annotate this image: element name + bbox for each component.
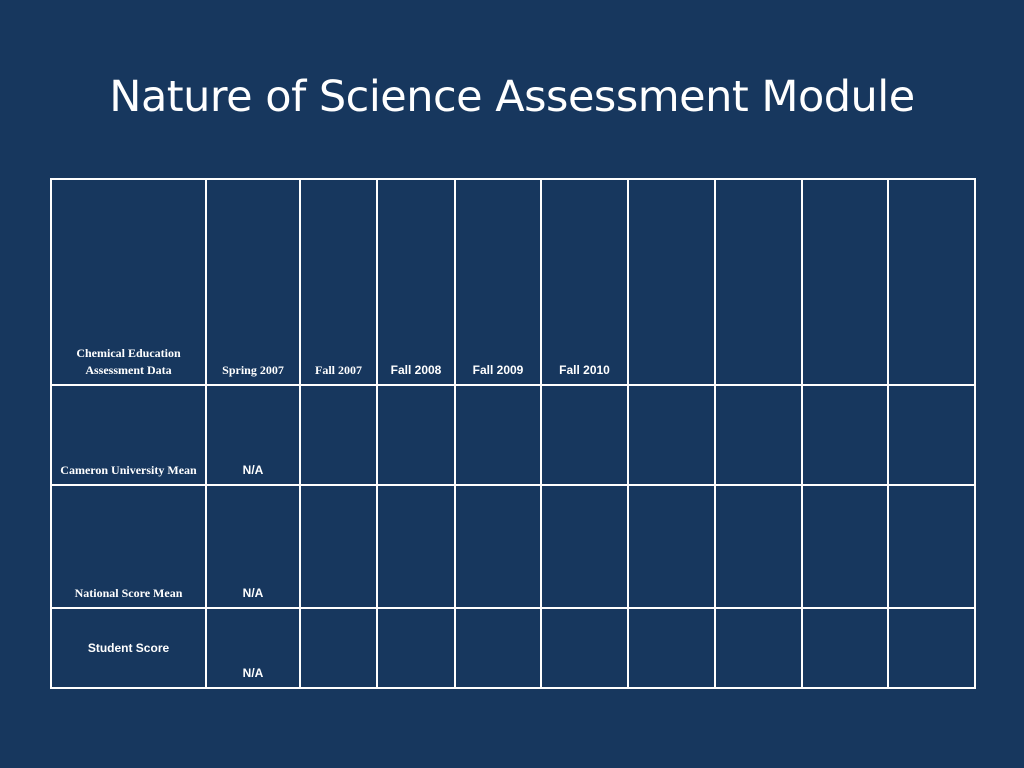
table-cell: [714, 607, 803, 689]
header-cell-empty: [801, 178, 889, 386]
table-cell: [887, 607, 976, 689]
header-cell-empty: [887, 178, 976, 386]
table-cell: [801, 484, 889, 609]
table-cell: [376, 484, 456, 609]
table-cell: [454, 484, 542, 609]
table-cell: [454, 607, 542, 689]
table-cell: [801, 607, 889, 689]
assessment-data-table: Chemical Education Assessment Data Sprin…: [50, 178, 976, 689]
table-row-national-mean: National Score Mean N/A: [50, 484, 976, 609]
table-cell: [627, 384, 716, 486]
table-cell: [540, 484, 629, 609]
table-row-student-score: Student Score N/A: [50, 607, 976, 689]
slide-title: Nature of Science Assessment Module: [109, 72, 915, 122]
table-cell: [376, 607, 456, 689]
row-label-cell: National Score Mean: [50, 484, 207, 609]
table-header-row: Chemical Education Assessment Data Sprin…: [50, 178, 976, 386]
table-cell: N/A: [205, 484, 301, 609]
table-cell: N/A: [205, 384, 301, 486]
table-cell: [454, 384, 542, 486]
table-cell: [376, 384, 456, 486]
header-cell-fall-2009: Fall 2009: [454, 178, 542, 386]
table-cell: [801, 384, 889, 486]
table-cell: [299, 384, 378, 486]
table-cell: [540, 607, 629, 689]
row-label-cell: Student Score: [50, 607, 207, 689]
table-cell: [714, 484, 803, 609]
table-cell: [627, 607, 716, 689]
header-cell-fall-2010: Fall 2010: [540, 178, 629, 386]
header-cell-empty: [714, 178, 803, 386]
table-cell: [887, 384, 976, 486]
header-cell-spring-2007: Spring 2007: [205, 178, 301, 386]
table-cell: N/A: [205, 607, 301, 689]
header-cell-fall-2008: Fall 2008: [376, 178, 456, 386]
row-label-cell: Cameron University Mean: [50, 384, 207, 486]
header-cell-fall-2007: Fall 2007: [299, 178, 378, 386]
table-cell: [299, 484, 378, 609]
table-cell: [299, 607, 378, 689]
table-cell: [627, 484, 716, 609]
header-cell-empty: [627, 178, 716, 386]
table-cell: [714, 384, 803, 486]
table-row-cameron-mean: Cameron University Mean N/A: [50, 384, 976, 486]
table-cell: [540, 384, 629, 486]
table-cell: [887, 484, 976, 609]
header-label-cell: Chemical Education Assessment Data: [50, 178, 207, 386]
